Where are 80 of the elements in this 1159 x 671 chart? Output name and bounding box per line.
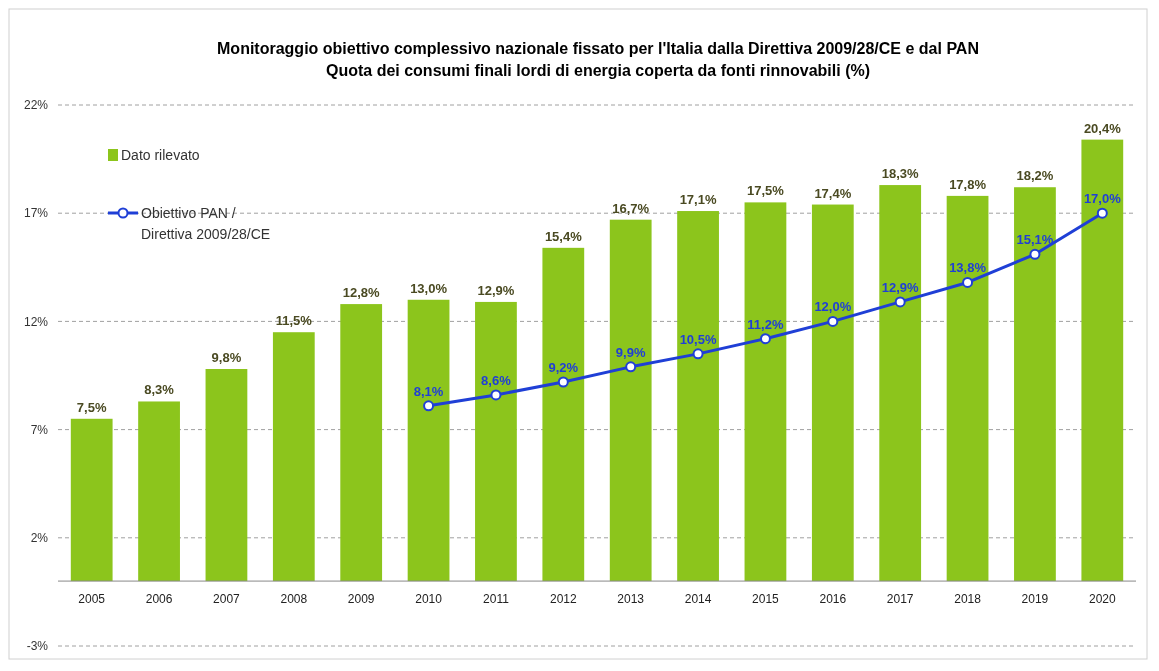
data-label: 8,6% bbox=[481, 372, 512, 388]
bar bbox=[946, 195, 989, 582]
bar bbox=[811, 204, 854, 582]
data-label: 8,3% bbox=[144, 382, 175, 398]
point bbox=[557, 376, 569, 388]
data-label: 13,0% bbox=[410, 280, 448, 296]
data-label: 17,8% bbox=[949, 176, 987, 192]
x-tick-label: 2014 bbox=[684, 592, 712, 607]
chart-title: Monitoraggio obiettivo complessivo nazionale fissato per l'Italia dalla Direttiva 2009/28/CE e dal PAN bbox=[217, 40, 979, 57]
data-label: 9,2% bbox=[548, 359, 579, 375]
data-label: 17,0% bbox=[1083, 191, 1122, 207]
x-tick-label: 2015 bbox=[752, 592, 780, 607]
data-label: 10,5% bbox=[679, 331, 717, 347]
bar bbox=[340, 304, 383, 582]
data-label: 12,9% bbox=[477, 282, 515, 298]
x-tick-label: 2005 bbox=[78, 592, 106, 607]
bar bbox=[677, 211, 719, 582]
x-tick-label: 2009 bbox=[347, 592, 375, 607]
y-tick-label: 7% bbox=[30, 422, 49, 437]
x-tick-label: 2006 bbox=[145, 592, 173, 607]
x-tick-label: 2011 bbox=[483, 592, 510, 607]
data-label: 13,8% bbox=[949, 260, 987, 276]
data-label: 9,9% bbox=[615, 344, 646, 360]
bar bbox=[272, 332, 315, 582]
bar bbox=[407, 299, 450, 582]
x-tick-label: 2013 bbox=[617, 592, 645, 607]
x-tick-label: 2016 bbox=[819, 592, 847, 607]
data-label: 17,1% bbox=[679, 192, 717, 208]
point bbox=[423, 400, 435, 412]
data-label: 8,1% bbox=[413, 383, 444, 399]
data-label: 15,4% bbox=[544, 228, 583, 244]
point bbox=[1096, 207, 1108, 219]
x-tick-label: 2018 bbox=[954, 592, 982, 607]
legend-label: Obiettivo PAN / Direttiva 2009/28/CE bbox=[141, 204, 271, 242]
bar bbox=[138, 401, 180, 582]
data-label: 11,2% bbox=[747, 316, 784, 332]
data-label: 12,9% bbox=[881, 279, 920, 295]
data-label: 16,7% bbox=[612, 200, 650, 216]
point bbox=[625, 361, 637, 373]
x-tick-label: 2007 bbox=[213, 592, 241, 607]
point bbox=[1029, 248, 1041, 260]
bar bbox=[879, 185, 922, 582]
y-tick-label: 17% bbox=[23, 206, 49, 221]
data-label: 17,4% bbox=[814, 185, 852, 201]
legend-label: Dato rilevato bbox=[121, 146, 200, 163]
data-label: 11,5% bbox=[275, 313, 313, 329]
x-tick-label: 2010 bbox=[415, 592, 443, 607]
y-tick-label: 2% bbox=[30, 531, 49, 545]
bar bbox=[609, 219, 652, 582]
x-tick-label: 2008 bbox=[280, 592, 308, 607]
point bbox=[692, 348, 704, 360]
data-label: 7,5% bbox=[76, 399, 107, 415]
data-label: 18,2% bbox=[1016, 168, 1054, 184]
y-tick-label: 22% bbox=[23, 98, 49, 113]
y-tick-label: -3% bbox=[26, 639, 49, 654]
bar bbox=[205, 369, 248, 582]
point bbox=[490, 389, 502, 401]
point bbox=[894, 296, 906, 308]
data-label: 12,8% bbox=[342, 285, 381, 301]
bar bbox=[70, 418, 113, 582]
data-label: 15,1% bbox=[1016, 232, 1054, 248]
data-label: 20,4% bbox=[1083, 120, 1122, 136]
x-tick-label: 2017 bbox=[886, 592, 914, 607]
x-tick-label: 2019 bbox=[1021, 592, 1049, 607]
data-label: 9,8% bbox=[211, 350, 242, 366]
y-tick-label: 12% bbox=[23, 314, 49, 329]
x-tick-label: 2020 bbox=[1088, 592, 1116, 607]
point bbox=[827, 315, 839, 327]
bar bbox=[475, 301, 517, 582]
x-tick-label: 2012 bbox=[549, 592, 577, 607]
bar bbox=[542, 247, 585, 582]
data-label: 12,0% bbox=[814, 299, 852, 315]
point bbox=[759, 333, 771, 345]
data-label: 18,3% bbox=[881, 166, 920, 182]
point bbox=[962, 276, 974, 288]
chart-subtitle: Quota dei consumi finali lordi di energia coperta da fonti rinnovabili (%) bbox=[325, 62, 871, 79]
bar bbox=[744, 202, 787, 582]
bar bbox=[1014, 187, 1056, 582]
bar bbox=[1081, 139, 1124, 582]
data-label: 17,5% bbox=[747, 183, 785, 199]
